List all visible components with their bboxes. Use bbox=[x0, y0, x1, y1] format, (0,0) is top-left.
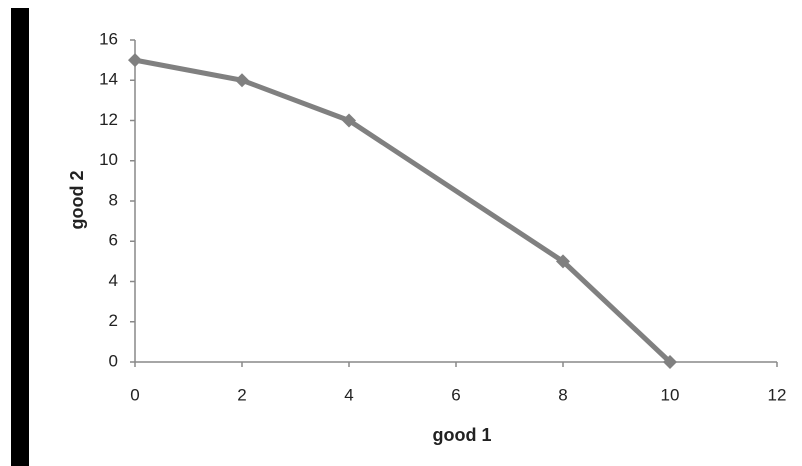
data-marker bbox=[663, 355, 677, 369]
y-tick-label: 10 bbox=[99, 150, 118, 169]
data-marker bbox=[128, 53, 142, 68]
x-tick-label: 8 bbox=[558, 385, 567, 404]
data-line bbox=[132, 57, 673, 365]
x-axis-label: good 1 bbox=[433, 425, 492, 445]
data-marker bbox=[342, 113, 356, 128]
y-tick-label: 14 bbox=[99, 70, 118, 89]
y-tick-label: 16 bbox=[99, 29, 118, 48]
x-tick-label: 4 bbox=[344, 385, 353, 404]
y-tick-label: 0 bbox=[109, 351, 118, 370]
y-tick-label: 8 bbox=[109, 190, 118, 209]
x-tick-label: 12 bbox=[768, 385, 787, 404]
data-marker bbox=[556, 254, 570, 269]
y-tick-label: 2 bbox=[109, 311, 118, 330]
y-tick-label: 6 bbox=[109, 231, 118, 250]
x-tick-label: 6 bbox=[451, 385, 460, 404]
data-marker bbox=[235, 73, 249, 88]
y-tick-label: 4 bbox=[109, 271, 118, 290]
y-tick-label: 12 bbox=[99, 110, 118, 129]
x-tick-label: 2 bbox=[237, 385, 246, 404]
y-axis-label: good 2 bbox=[67, 171, 87, 230]
x-tick-label: 0 bbox=[130, 385, 139, 404]
left-bar bbox=[11, 8, 29, 466]
x-tick-label: 10 bbox=[661, 385, 680, 404]
